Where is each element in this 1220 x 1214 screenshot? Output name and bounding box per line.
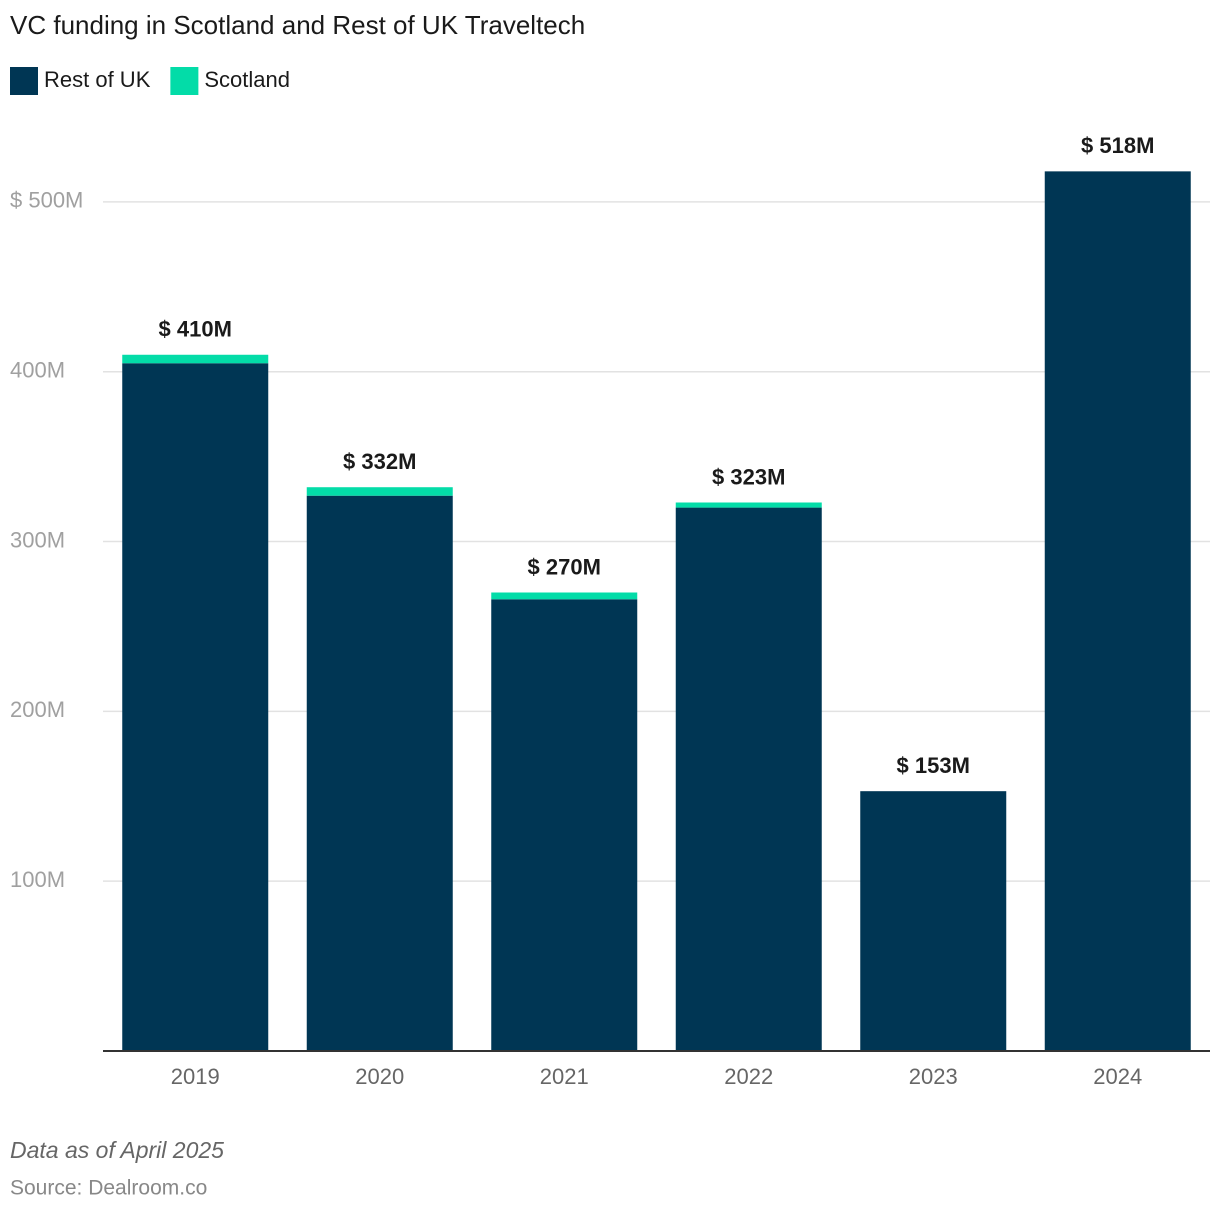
x-tick-label: 2020: [355, 1064, 404, 1089]
total-label: $ 270M: [528, 554, 601, 579]
bar-segment: [122, 354, 269, 364]
bar-segment: [675, 507, 822, 1051]
bar-segment: [1044, 171, 1191, 1051]
bar-segment: [675, 502, 822, 508]
bar-segment: [306, 487, 453, 496]
bar-segment: [491, 592, 638, 600]
y-tick-label: 300M: [10, 527, 65, 552]
x-tick-label: 2019: [171, 1064, 220, 1089]
legend-label: Scotland: [204, 67, 290, 92]
y-tick-label: 400M: [10, 358, 65, 383]
total-label: $ 323M: [712, 464, 785, 489]
bar-segment: [306, 495, 453, 1051]
x-tick-label: 2024: [1093, 1064, 1142, 1089]
x-tick-label: 2022: [724, 1064, 773, 1089]
total-label: $ 332M: [343, 449, 416, 474]
total-label: $ 518M: [1081, 133, 1154, 158]
x-tick-label: 2021: [540, 1064, 589, 1089]
x-tick-label: 2023: [909, 1064, 958, 1089]
total-label: $ 153M: [897, 753, 970, 778]
legend-label: Rest of UK: [44, 67, 151, 92]
total-label: $ 410M: [159, 317, 232, 342]
y-tick-label: $ 500M: [10, 188, 83, 213]
note: Data as of April 2025: [10, 1137, 224, 1163]
y-tick-label: 100M: [10, 867, 65, 892]
bar-segment: [860, 791, 1007, 1051]
source: Source: Dealroom.co: [10, 1177, 207, 1200]
bar-segment: [491, 599, 638, 1051]
bar-segment: [122, 363, 269, 1051]
chart-title: VC funding in Scotland and Rest of UK Tr…: [10, 10, 585, 40]
legend-swatch: [170, 67, 199, 95]
y-tick-label: 200M: [10, 697, 65, 722]
legend-swatch: [10, 67, 38, 95]
